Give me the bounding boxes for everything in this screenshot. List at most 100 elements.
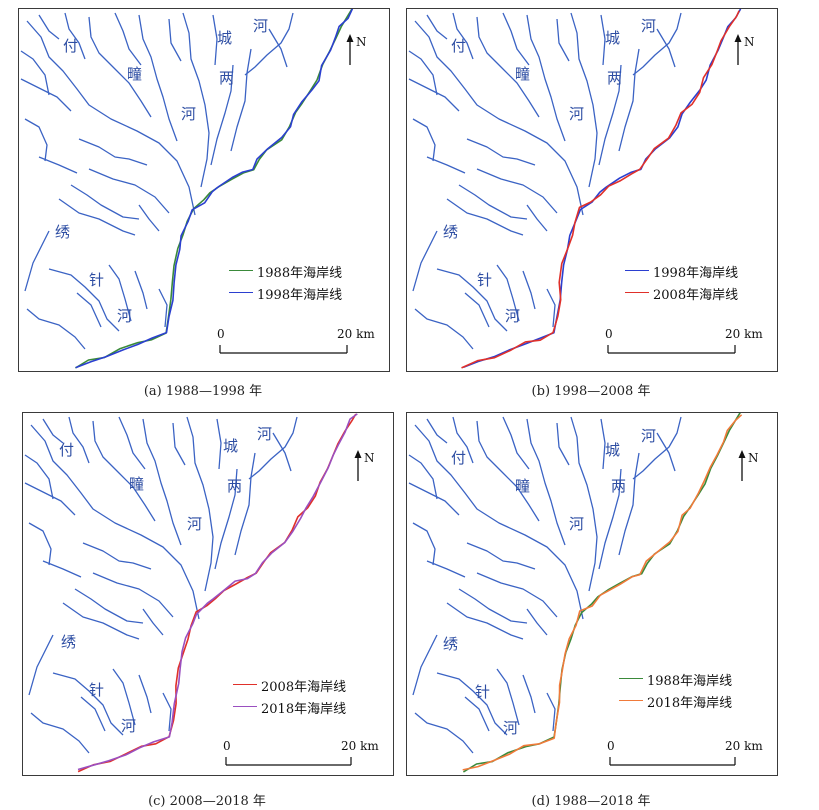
river-network — [20, 12, 294, 350]
river-line — [526, 204, 548, 232]
river-label-liang: 两 — [611, 477, 627, 495]
river-line — [632, 416, 682, 480]
river-line — [522, 270, 536, 310]
river-label-he-4: 河 — [121, 717, 137, 735]
river-label-cheng: 城 — [217, 29, 233, 47]
river-line — [546, 692, 556, 732]
river-line — [426, 560, 466, 578]
map-panel-a: 付 疃 河 城 河 两 河 绣 针 河 N 1988年海岸线 1998年海岸线 … — [18, 8, 390, 372]
river-label-liang: 两 — [607, 69, 623, 87]
river-line — [476, 420, 540, 522]
river-label-zhen: 针 — [475, 683, 491, 701]
scale-bar: 0 20 km — [605, 327, 775, 357]
river-line — [26, 20, 196, 216]
north-label: N — [364, 451, 375, 465]
river-line — [158, 288, 168, 328]
river-line — [244, 12, 294, 76]
river-label-xiu: 绣 — [55, 223, 71, 241]
river-network — [408, 416, 682, 754]
river-line — [82, 542, 152, 570]
legend-label: 2018年海岸线 — [261, 702, 347, 717]
river-line — [118, 416, 146, 470]
river-label-he-1: 河 — [187, 515, 203, 533]
river-label-he-4: 河 — [117, 307, 133, 325]
river-label-he-2: 河 — [257, 425, 273, 443]
river-line — [42, 560, 82, 578]
river-line — [212, 14, 218, 66]
scale-start: 0 — [605, 327, 613, 341]
river-line — [52, 672, 124, 736]
river-line — [412, 118, 436, 162]
river-line — [466, 542, 536, 570]
river-label-tong: 疃 — [515, 65, 531, 83]
river-line — [182, 12, 210, 188]
river-label-tong: 疃 — [127, 65, 143, 83]
river-line — [162, 692, 172, 732]
scale-bar: 0 20 km — [217, 327, 387, 357]
river-line — [24, 454, 54, 500]
north-label: N — [356, 35, 367, 49]
coastline — [77, 413, 358, 771]
scale-start: 0 — [607, 739, 615, 753]
river-line — [210, 64, 234, 166]
river-label-he-1: 河 — [569, 515, 585, 533]
coastline — [77, 413, 357, 773]
river-line — [24, 118, 48, 162]
river-line — [452, 416, 474, 464]
river-label-fu: 付 — [451, 37, 467, 55]
river-label-fu: 付 — [451, 449, 467, 467]
river-line — [414, 424, 584, 620]
river-line — [38, 156, 78, 174]
river-line — [408, 78, 460, 112]
river-line — [458, 588, 528, 624]
river-line — [24, 230, 50, 292]
coastline-layer — [77, 413, 358, 773]
river-line — [618, 452, 640, 556]
legend-label: 2008年海岸线 — [653, 288, 739, 303]
river-line — [74, 588, 144, 624]
river-line — [464, 292, 490, 328]
river-line — [436, 268, 508, 332]
river-line — [214, 468, 238, 570]
river-label-cheng: 城 — [605, 29, 621, 47]
scale-bar-line — [225, 757, 352, 766]
north-arrow-icon — [346, 34, 354, 65]
river-line — [446, 198, 524, 236]
river-line — [70, 184, 140, 220]
river-line — [58, 198, 136, 236]
river-label-he-4: 河 — [503, 719, 519, 737]
legend-swatch — [229, 292, 253, 293]
river-line — [408, 482, 460, 516]
river-label-he-2: 河 — [253, 17, 269, 35]
river-line — [466, 138, 536, 166]
river-label-he-1: 河 — [181, 105, 197, 123]
river-line — [502, 416, 530, 470]
scale-end: 20 km — [337, 327, 375, 341]
scale-start: 0 — [217, 327, 225, 341]
river-line — [412, 230, 438, 292]
coastline-layer — [462, 413, 743, 773]
scale-start: 0 — [223, 739, 231, 753]
legend-swatch — [625, 292, 649, 293]
river-line — [436, 672, 508, 736]
river-line — [496, 264, 520, 322]
river-line — [464, 696, 490, 732]
river-line — [26, 308, 86, 350]
river-line — [76, 292, 102, 328]
river-line — [230, 48, 252, 152]
river-line — [112, 668, 136, 726]
river-label-liang: 两 — [227, 477, 243, 495]
river-line — [68, 416, 90, 464]
legend-label: 1998年海岸线 — [653, 266, 739, 281]
river-line — [92, 420, 156, 522]
legend-swatch — [229, 270, 253, 271]
river-line — [412, 522, 436, 566]
legend-label: 1998年海岸线 — [257, 288, 343, 303]
legend-swatch — [625, 270, 649, 271]
legend-swatch — [619, 678, 643, 679]
coastline — [75, 9, 354, 369]
caption-a: (a) 1988—1998 年 — [143, 384, 263, 399]
river-line — [458, 184, 528, 220]
river-line — [476, 16, 540, 118]
caption-b: (b) 1998—2008 年 — [531, 384, 651, 399]
